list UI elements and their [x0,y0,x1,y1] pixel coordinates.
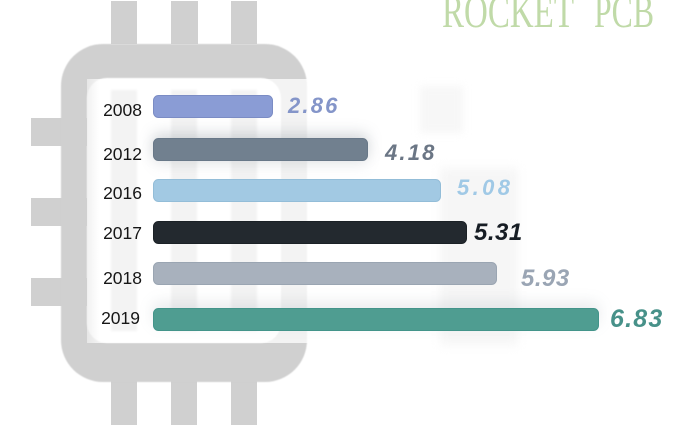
svg-text:PCB: PCB [594,0,654,38]
svg-text:ROCKET: ROCKET [442,0,574,38]
